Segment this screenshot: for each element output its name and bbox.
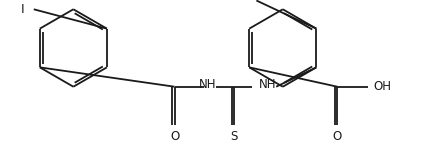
Text: I: I bbox=[21, 3, 24, 16]
Text: OH: OH bbox=[372, 80, 390, 93]
Text: O: O bbox=[170, 130, 179, 143]
Text: NH: NH bbox=[199, 78, 216, 91]
Text: NH: NH bbox=[258, 78, 276, 91]
Text: S: S bbox=[230, 130, 237, 143]
Text: O: O bbox=[332, 130, 341, 143]
